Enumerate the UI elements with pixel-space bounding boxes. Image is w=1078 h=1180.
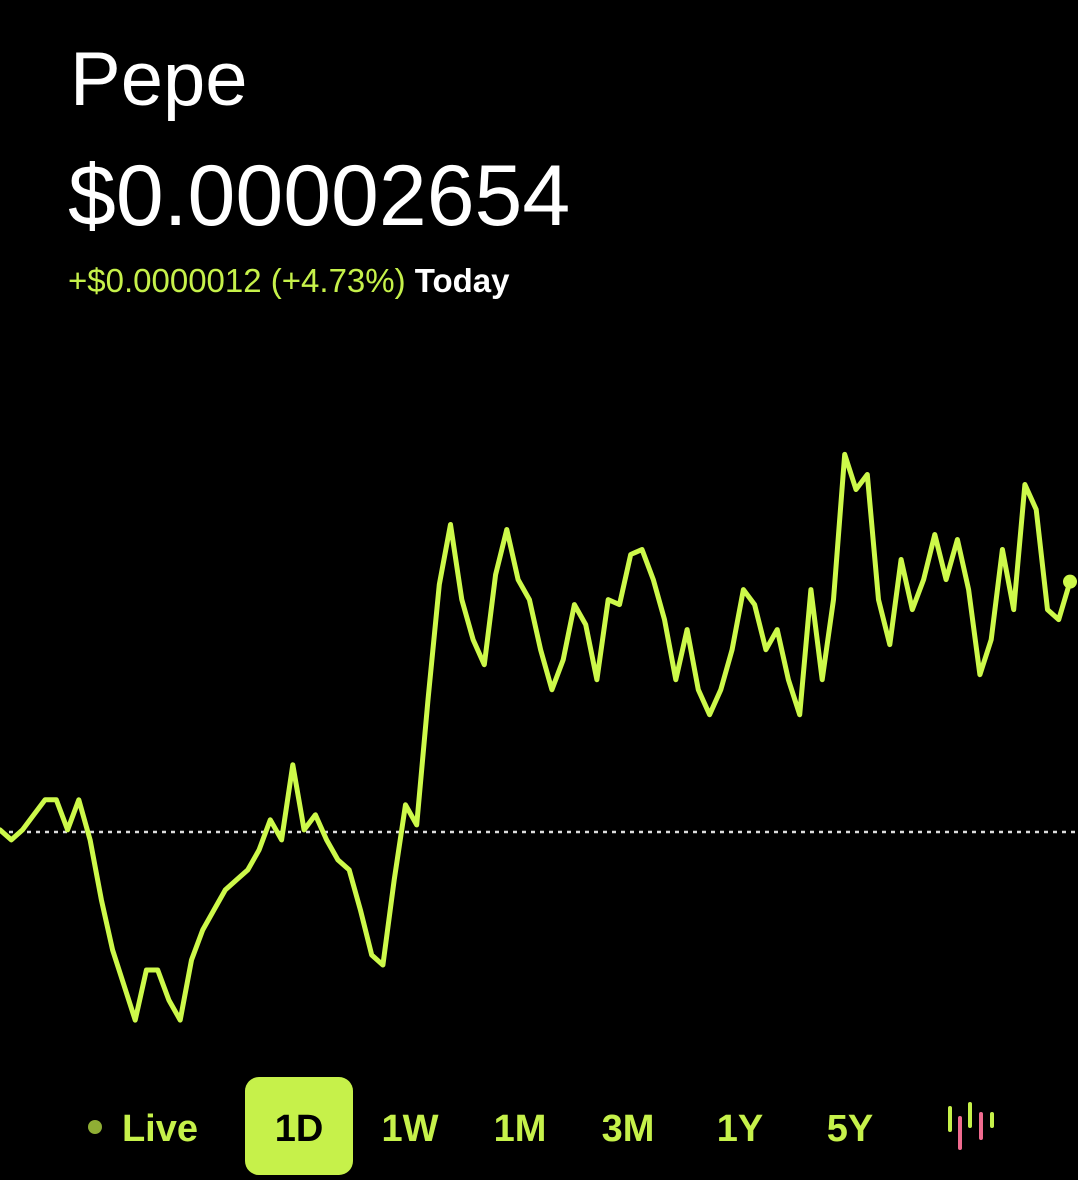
- live-dot: [88, 1120, 102, 1134]
- range-tabs: Live 1D 1W 1M 3M 1Y 5Y: [88, 1077, 873, 1175]
- range-tab[interactable]: 1Y: [717, 1108, 763, 1150]
- price-change: +$0.0000012 (+4.73%): [68, 262, 406, 299]
- current-point: [1063, 574, 1077, 589]
- selected-tab-bg: [245, 1077, 353, 1175]
- price-change-line: +$0.0000012 (+4.73%) Today: [68, 262, 510, 299]
- range-tab[interactable]: 3M: [602, 1108, 655, 1150]
- asset-name: Pepe: [70, 37, 248, 122]
- asset-price: $0.00002654: [68, 148, 570, 244]
- range-tab[interactable]: 1M: [494, 1108, 547, 1150]
- range-tab[interactable]: 5Y: [827, 1108, 873, 1150]
- range-tab[interactable]: 1W: [382, 1108, 439, 1150]
- range-tab[interactable]: Live: [122, 1108, 198, 1150]
- range-tab[interactable]: 1D: [275, 1108, 324, 1150]
- price-chart: [0, 451, 1078, 1023]
- price-line: [0, 451, 1073, 1023]
- candlestick-toggle[interactable]: [948, 1102, 994, 1150]
- change-period: Today: [415, 262, 510, 299]
